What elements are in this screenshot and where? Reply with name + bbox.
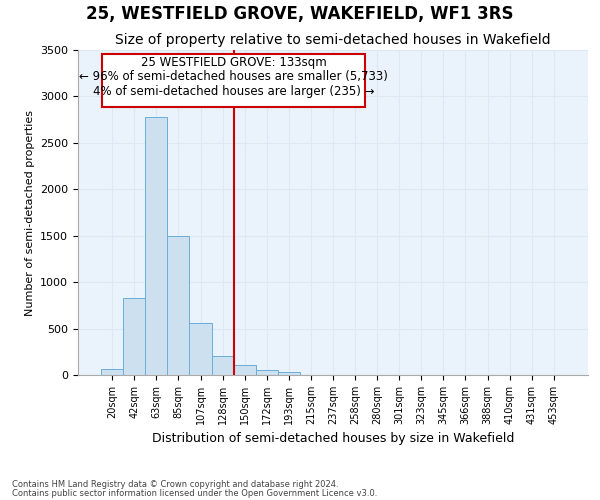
Bar — [145, 117, 167, 375]
Text: 25 WESTFIELD GROVE: 133sqm: 25 WESTFIELD GROVE: 133sqm — [141, 56, 326, 68]
Bar — [167, 236, 190, 375]
Y-axis label: Number of semi-detached properties: Number of semi-detached properties — [25, 110, 35, 316]
X-axis label: Distribution of semi-detached houses by size in Wakefield: Distribution of semi-detached houses by … — [152, 432, 514, 446]
FancyBboxPatch shape — [102, 54, 365, 106]
Bar — [212, 356, 233, 375]
Bar — [256, 370, 278, 375]
Text: 4% of semi-detached houses are larger (235) →: 4% of semi-detached houses are larger (2… — [93, 86, 374, 98]
Text: Contains HM Land Registry data © Crown copyright and database right 2024.: Contains HM Land Registry data © Crown c… — [12, 480, 338, 489]
Bar — [190, 323, 212, 375]
Title: Size of property relative to semi-detached houses in Wakefield: Size of property relative to semi-detach… — [115, 34, 551, 48]
Text: ← 96% of semi-detached houses are smaller (5,733): ← 96% of semi-detached houses are smalle… — [79, 70, 388, 84]
Bar — [101, 368, 123, 375]
Text: Contains public sector information licensed under the Open Government Licence v3: Contains public sector information licen… — [12, 488, 377, 498]
Bar — [278, 372, 300, 375]
Bar — [233, 365, 256, 375]
Bar — [123, 298, 145, 375]
Text: 25, WESTFIELD GROVE, WAKEFIELD, WF1 3RS: 25, WESTFIELD GROVE, WAKEFIELD, WF1 3RS — [86, 5, 514, 23]
